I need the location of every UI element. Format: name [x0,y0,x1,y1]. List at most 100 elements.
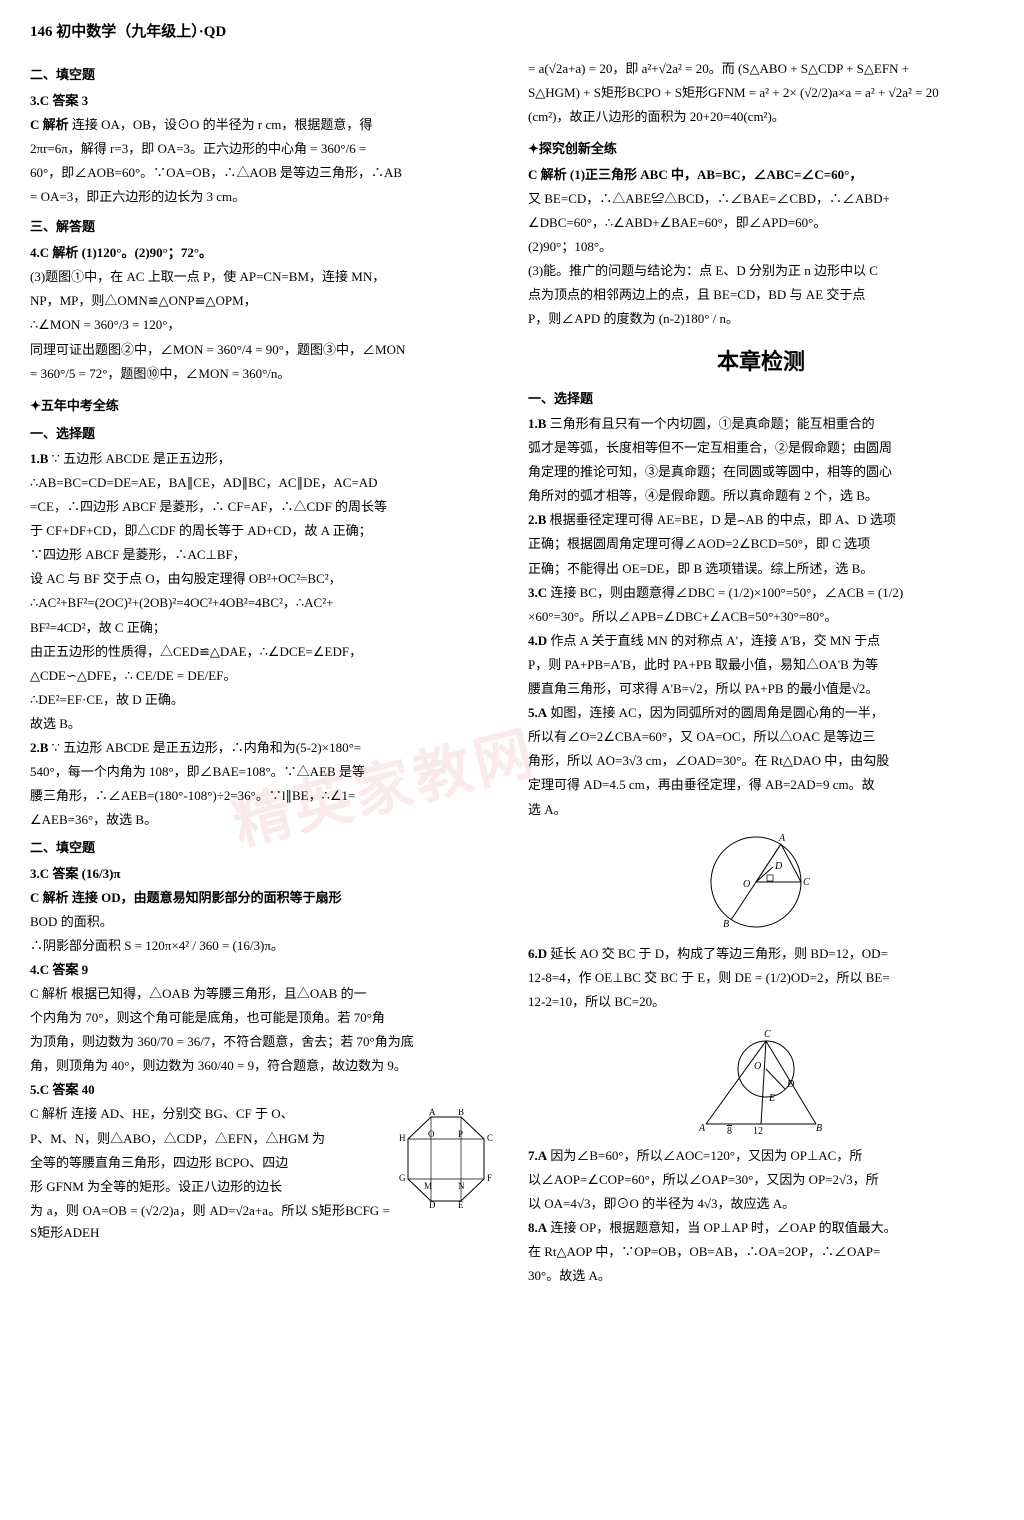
star-heading-2: ✦探究创新全练 [528,138,994,160]
svg-text:A: A [429,1109,436,1117]
q4c-label: 4.C 答案 9 [30,959,496,981]
q2b: 2.B ∵ 五边形 ABCDE 是正五边形，∴内角和为(5-2)×180°= [30,737,496,759]
bc5: 5.A 如图，连接 AC，因为同弧所对的圆周角是圆心角的一半， [528,702,994,724]
top-line: = a(√2a+a) = 20，即 a²+√2a² = 20。而 (S△ABO … [528,58,994,80]
bc7-line: 以∠AOP=∠COP=60°，所以∠OAP=30°，又因为 OP=2√3，所 [528,1169,994,1191]
svg-text:8: 8 [727,1126,732,1137]
q3c-line: BOD 的面积。 [30,911,496,933]
q1b-line: BF²=4CD²，故 C 正确； [30,617,496,639]
bc3: 3.C 连接 BC，则由题意得∠DBC = (1/2)×100°=50°，∠AC… [528,582,994,604]
q1b-line: =CE，∴四边形 ABCF 是菱形，∴ CF=AF，∴△CDF 的周长等 [30,496,496,518]
svg-text:C: C [764,1029,771,1040]
right-column: = a(√2a+a) = 20，即 a²+√2a² = 20。而 (S△ABO … [528,56,994,1290]
q3c-expl: C 解析 连接 OD，由题意易知阴影部分的面积等于扇形 [30,887,496,909]
r-expl: C 解析 (1)正三角形 ABC 中，AB=BC，∠ABC=∠C=60°， [528,164,994,186]
svg-text:H: H [399,1133,406,1143]
svg-text:D: D [786,1079,795,1090]
q4-line: (3)题图①中，在 AC 上取一点 P，使 AP=CN=BM，连接 MN， [30,266,496,288]
bc3-line: ×60°=30°。所以∠APB=∠DBC+∠ACB=50°+30°=80°。 [528,606,994,628]
bc4-line: 腰直角三角形，可求得 A'B=√2，所以 PA+PB 的最小值是√2。 [528,678,994,700]
svg-text:A: A [698,1123,706,1134]
q2b-line: 540°，每一个内角为 108°，即∠BAE=108°。∵△AEB 是等 [30,761,496,783]
bc4: 4.D 作点 A 关于直线 MN 的对称点 A'，连接 A'B，交 MN 于点 [528,630,994,652]
bc7: 7.A 因为∠B=60°，所以∠AOC=120°，又因为 OP⊥AC，所 [528,1145,994,1167]
q1b-line: ∴AC²+BF²=(2OC)²+(2OB)²=4OC²+4OB²=4BC²，∴A… [30,592,496,614]
section-answer: 三、解答题 [30,216,496,238]
q4-label: 4.C 解析 (1)120°。(2)90°；72°。 [30,242,496,264]
bc6: 6.D 延长 AO 交 BC 于 D，构成了等边三角形，则 BD=12，OD= [528,943,994,965]
bc2: 2.B 根据垂径定理可得 AE=BE，D 是⌢AB 的中点，即 A、D 选项 [528,509,994,531]
q4c-expl: C 解析 根据已知得，△OAB 为等腰三角形，且△OAB 的一 [30,983,496,1005]
q4c-line: 个内角为 70°，则这个角可能是底角，也可能是顶角。若 70°角 [30,1007,496,1029]
svg-text:B: B [816,1123,822,1134]
top-line: S△HGM) + S矩形BCPO + S矩形GFNM = a² + 2× (√2… [528,82,994,104]
svg-text:O: O [428,1129,435,1139]
page-body: 二、填空题 3.C 答案 3 C 解析 连接 OA，OB，设⊙O 的半径为 r … [30,56,994,1290]
bc1: 1.B 三角形有且只有一个内切圆，①是真命题；能互相重合的 [528,413,994,435]
sub-choice: 一、选择题 [30,423,496,445]
bc8-line: 在 Rt△AOP 中，∵OP=OB，OB=AB，∴OA=2OP，∴∠OAP= [528,1241,994,1263]
bc7-line: 以 OA=4√3，即⊙O 的半径为 4√3，故应选 A。 [528,1193,994,1215]
r-line: 又 BE=CD，∴△ABE≌△BCD，∴∠BAE=∠CBD，∴∠ABD+ [528,188,994,210]
svg-text:G: G [399,1173,406,1183]
r-line: 点为顶点的相邻两边上的点，且 BE=CD，BD 与 AE 交于点 [528,284,994,306]
q2b-line: 腰三角形，∴∠AEB=(180°-108°)÷2=36°。∵l∥BE，∴∠1= [30,785,496,807]
bc5-line: 所以有∠O=2∠CBA=60°，又 OA=OC，所以△OAC 是等边三 [528,726,994,748]
svg-text:D: D [774,861,783,872]
star-heading-1: ✦五年中考全练 [30,395,496,417]
svg-text:M: M [424,1181,432,1191]
svg-text:B: B [458,1109,464,1117]
bc6-line: 12-8=4，作 OE⊥BC 交 BC 于 E，则 DE = (1/2)OD=2… [528,967,994,989]
q3-label: 3.C 答案 3 [30,90,496,112]
bc6-line: 12-2=10，所以 BC=20。 [528,991,994,1013]
q3c-label: 3.C 答案 (16/3)π [30,863,496,885]
q1b-line: ∵四边形 ABCF 是菱形，∴AC⊥BF， [30,544,496,566]
r-line: P，则∠APD 的度数为 (n-2)180° / n。 [528,308,994,330]
q3-line: 2πr=6π，解得 r=3，即 OA=3。正六边形的中心角 = 360°/6 = [30,138,496,160]
circle-figure-5: A D O C B [701,827,821,937]
q1b-line: ∴AB=BC=CD=DE=AE，BA∥CE，AD∥BC，AC∥DE，AC=AD [30,472,496,494]
sub-fill: 二、填空题 [30,837,496,859]
svg-text:B: B [723,919,729,930]
q4-line: 同理可证出题图②中，∠MON = 360°/4 = 90°，题图③中，∠MON [30,339,496,361]
bc2-line: 正确；不能得出 OE=DE，即 B 选项错误。综上所述，选 B。 [528,558,994,580]
bc8: 8.A 连接 OP，根据题意知，当 OP⊥AP 时，∠OAP 的取值最大。 [528,1217,994,1239]
svg-text:E: E [458,1200,464,1209]
bc4-line: P，则 PA+PB=A'B，此时 PA+PB 取最小值，易知△OA'B 为等 [528,654,994,676]
section-fill: 二、填空题 [30,64,496,86]
svg-text:12: 12 [753,1126,763,1137]
q4-line: ∴∠MON = 360°/3 = 120°， [30,314,496,336]
bc2-line: 正确；根据圆周角定理可得∠AOD=2∠BCD=50°，即 C 选项 [528,533,994,555]
q4-line: = 360°/5 = 72°，题图⑩中，∠MON = 360°/n。 [30,363,496,385]
r-line: (2)90°；108°。 [528,236,994,258]
q1b-line: 于 CF+DF+CD，即△CDF 的周长等于 AD+CD，故 A 正确； [30,520,496,542]
q2b-line: ∠AEB=36°，故选 B。 [30,809,496,831]
svg-text:E: E [768,1093,775,1104]
bc8-line: 30°。故选 A。 [528,1265,994,1287]
bc1-line: 弧才是等弧，长度相等但不一定互相重合，②是假命题；由圆周 [528,437,994,459]
q1b: 1.B ∵ 五边形 ABCDE 是正五边形， [30,448,496,470]
q4-line: NP，MP，则△OMN≌△ONP≌△OPM， [30,290,496,312]
chapter-test-title: 本章检测 [528,343,994,380]
bc5-line: 角形，所以 AO=3√3 cm，∠OAD=30°。在 Rt△DAO 中，由勾股 [528,750,994,772]
q3-line: 60°，即∠AOB=60°。∵OA=OB，∴△AOB 是等边三角形，∴AB [30,162,496,184]
octagon-figure: A B H O P C G M N F E D [396,1109,496,1209]
q1b-line: ∴DE²=EF·CE，故 D 正确。 [30,689,496,711]
svg-text:C: C [803,877,810,888]
circle-figure-6: C D O E A 12 B 8 [691,1019,831,1139]
r-line: ∠DBC=60°，∴∠ABD+∠BAE=60°，即∠APD=60°。 [528,212,994,234]
q1b-line: 设 AC 与 BF 交于点 O，由勾股定理得 OB²+OC²=BC²， [30,568,496,590]
q1b-line: 由正五边形的性质得，△CED≌△DAE，∴∠DCE=∠EDF， [30,641,496,663]
top-line: (cm²)，故正八边形的面积为 20+20=40(cm²)。 [528,106,994,128]
q3c-line: ∴阴影部分面积 S = 120π×4² / 360 = (16/3)π。 [30,935,496,957]
svg-text:O: O [754,1061,761,1072]
q1b-line: △CDE∽△DFE，∴ CE/DE = DE/EF。 [30,665,496,687]
q4c-line: 为顶角，则边数为 360/70 = 36/7，不符合题意，舍去；若 70°角为底 [30,1031,496,1053]
bc5-line: 定理可得 AD=4.5 cm，再由垂径定理，得 AB=2AD=9 cm。故 [528,774,994,796]
page-header: 146 初中数学（九年级上）·QD [30,20,994,46]
svg-text:P: P [458,1129,463,1139]
svg-text:D: D [429,1200,436,1209]
q3-line: = OA=3，即正六边形的边长为 3 cm。 [30,186,496,208]
bc-choice: 一、选择题 [528,388,994,410]
svg-text:C: C [487,1133,493,1143]
